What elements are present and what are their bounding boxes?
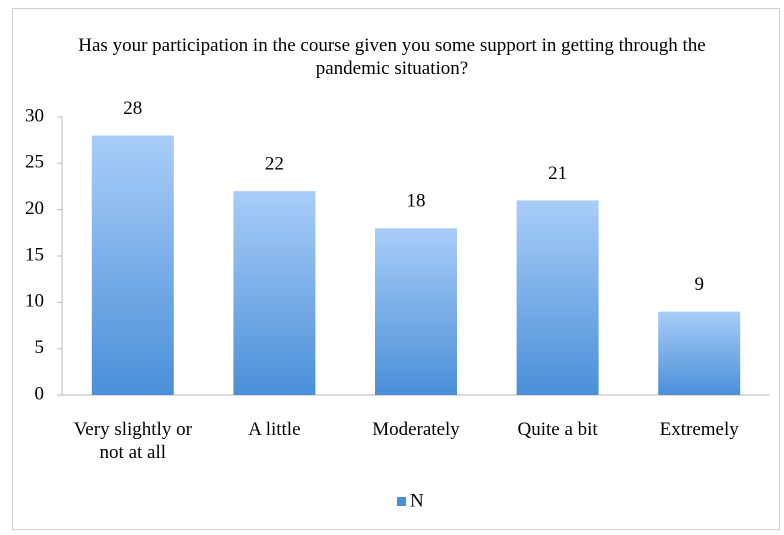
data-label: 28 bbox=[123, 98, 142, 119]
legend-label: N bbox=[410, 490, 424, 511]
x-tick-label: Moderately bbox=[372, 419, 460, 440]
y-tick-label: 25 bbox=[25, 152, 44, 173]
chart-title: Has your participation in the course giv… bbox=[78, 35, 706, 79]
legend-swatch bbox=[397, 497, 406, 506]
x-tick-label: Extremely bbox=[659, 419, 739, 440]
bar bbox=[233, 191, 316, 395]
data-label: 18 bbox=[407, 191, 426, 212]
y-tick-label: 5 bbox=[35, 337, 45, 358]
y-tick-label: 15 bbox=[25, 244, 44, 265]
x-tick-label: Quite a bit bbox=[517, 419, 598, 440]
x-tick-label: A little bbox=[248, 419, 301, 440]
bar bbox=[375, 228, 457, 395]
data-label: 21 bbox=[548, 163, 567, 184]
bar bbox=[91, 135, 174, 396]
y-tick-label: 10 bbox=[25, 291, 44, 312]
data-label: 22 bbox=[265, 153, 284, 174]
bar bbox=[658, 311, 741, 395]
bar bbox=[516, 200, 599, 395]
y-tick-label: 20 bbox=[25, 198, 44, 219]
data-label: 9 bbox=[694, 274, 704, 295]
y-tick-label: 30 bbox=[25, 105, 44, 126]
x-tick-label: Very slightly or not at all bbox=[73, 419, 192, 463]
y-tick-label: 0 bbox=[35, 383, 45, 404]
